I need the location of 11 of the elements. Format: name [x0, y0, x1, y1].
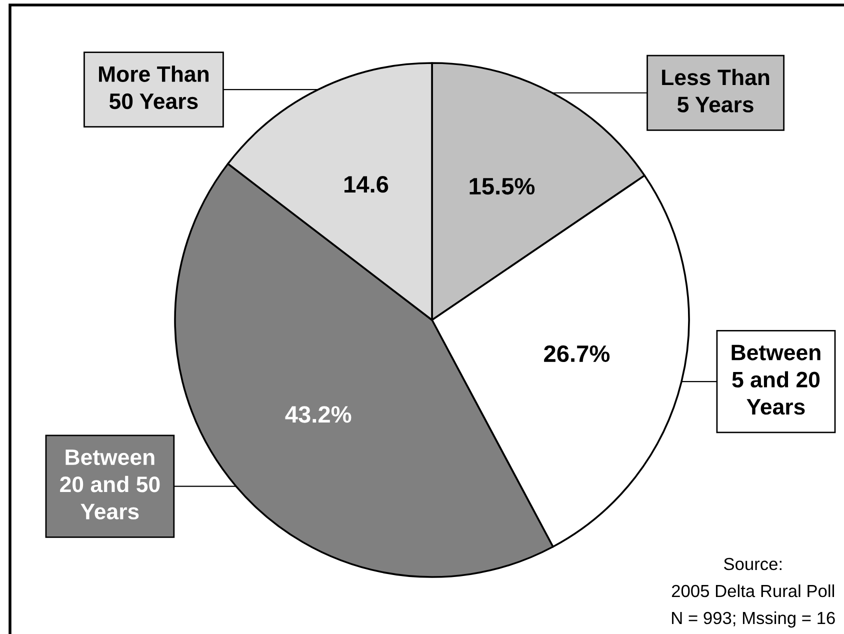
text: N = 993; Mssing = 16 [672, 611, 835, 628]
data-label: 14.6 [344, 176, 388, 193]
data-label: 26.7% [544, 345, 610, 362]
text: 2005 Delta Rural Poll [672, 584, 834, 598]
data-label: 43.2% [285, 406, 352, 423]
slice-label: Between 20 and 50 Years [60, 450, 160, 520]
data-label: 15.5% [470, 178, 535, 195]
slice-label: Less Than 5 Years [662, 68, 770, 112]
slice-label: More Than 50 Years [99, 66, 209, 110]
source-note: Source: [724, 558, 782, 570]
slice-label: Between 5 and 20 Years [732, 344, 820, 415]
